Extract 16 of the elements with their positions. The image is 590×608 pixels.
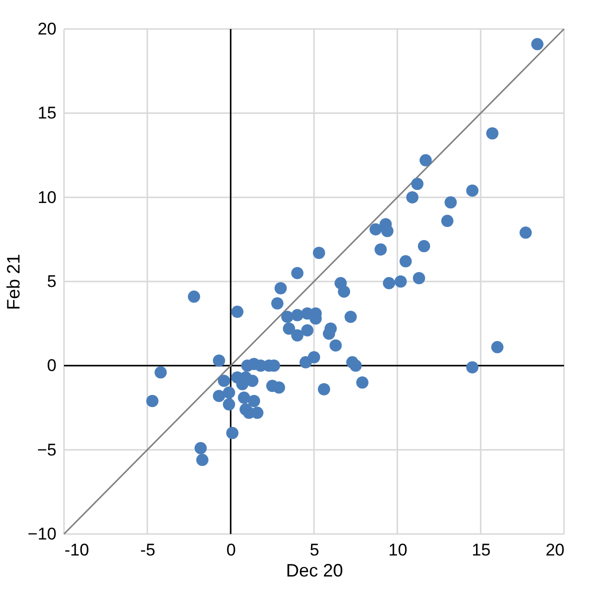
y-tick-label: −5 <box>37 440 56 460</box>
x-tick-label: 15 <box>472 540 491 560</box>
y-tick-label: −10 <box>28 524 56 544</box>
x-tick-label: 0 <box>226 540 236 560</box>
y-tick-label: 0 <box>47 356 56 376</box>
x-tick-label: 10 <box>388 540 408 560</box>
y-tick-label: 15 <box>38 104 56 123</box>
y-tick-label: 20 <box>38 20 56 38</box>
x-tick-label: 5 <box>310 540 320 560</box>
x-tick-label: 20 <box>546 540 564 560</box>
y-tick-label: 5 <box>47 272 56 291</box>
y-axis-title: Feb 21 <box>4 254 24 310</box>
x-tick-label: -10 <box>64 540 90 560</box>
x-axis-title: Dec 20 <box>286 560 344 580</box>
x-tick-label: -5 <box>140 540 156 560</box>
y-tick-label: 10 <box>38 188 56 207</box>
